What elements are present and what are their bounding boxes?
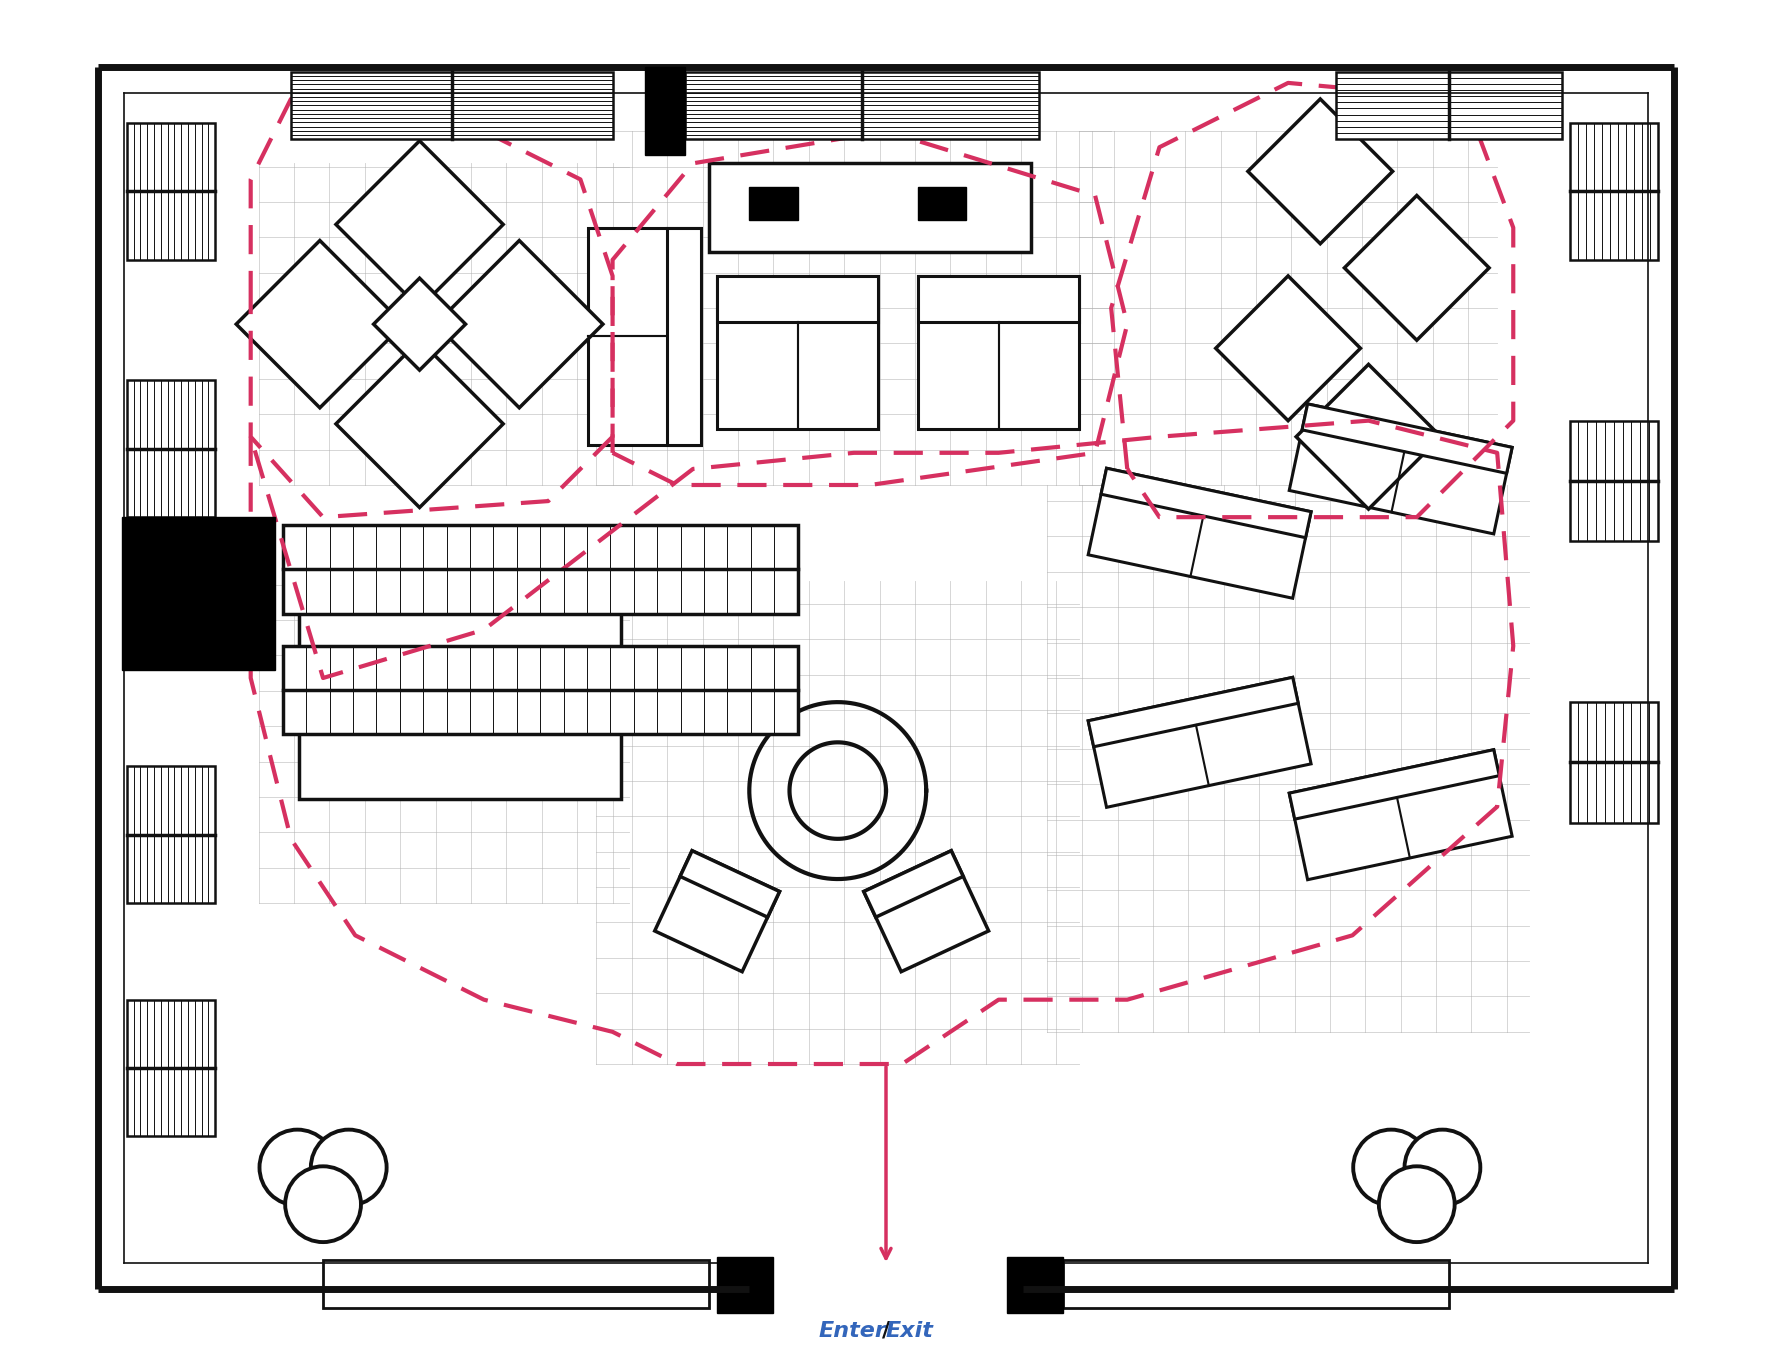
Polygon shape — [680, 850, 780, 917]
Bar — [645, 66, 686, 156]
Circle shape — [310, 1130, 386, 1205]
Bar — [284, 525, 797, 614]
Bar — [668, 228, 702, 445]
Bar — [709, 163, 1031, 252]
Polygon shape — [1290, 404, 1512, 534]
Polygon shape — [1088, 678, 1299, 747]
Bar — [299, 582, 620, 654]
Circle shape — [1379, 1166, 1455, 1242]
Polygon shape — [1088, 678, 1311, 807]
Bar — [323, 1260, 709, 1309]
Polygon shape — [1100, 468, 1311, 538]
Bar — [284, 645, 797, 735]
Polygon shape — [1295, 365, 1441, 508]
Polygon shape — [1290, 750, 1512, 880]
Bar — [588, 228, 702, 445]
Bar — [128, 766, 216, 903]
Text: /: / — [882, 1321, 890, 1341]
Bar — [128, 999, 216, 1136]
Bar — [128, 381, 216, 517]
Polygon shape — [236, 240, 404, 408]
Circle shape — [1405, 1130, 1480, 1205]
Polygon shape — [1345, 195, 1488, 340]
Bar — [1336, 72, 1561, 140]
Bar — [750, 187, 797, 220]
Bar — [718, 275, 877, 321]
Polygon shape — [654, 850, 780, 972]
Polygon shape — [374, 278, 466, 370]
Circle shape — [259, 1130, 335, 1205]
Circle shape — [1354, 1130, 1428, 1205]
Polygon shape — [1216, 275, 1361, 420]
Polygon shape — [863, 850, 989, 972]
Bar — [718, 275, 877, 428]
Bar — [718, 1257, 773, 1314]
Bar — [918, 187, 966, 220]
Bar — [1006, 1257, 1063, 1314]
Polygon shape — [337, 340, 503, 507]
Circle shape — [285, 1166, 361, 1242]
Bar — [918, 275, 1079, 321]
Polygon shape — [863, 850, 964, 917]
Bar — [128, 123, 216, 260]
Bar — [686, 72, 1038, 140]
Polygon shape — [1302, 404, 1512, 473]
Polygon shape — [436, 240, 602, 408]
Bar — [1570, 702, 1659, 823]
Bar — [1570, 123, 1659, 260]
Polygon shape — [337, 141, 503, 308]
Bar — [299, 727, 620, 799]
Bar — [122, 517, 275, 670]
Text: Exit: Exit — [886, 1321, 934, 1341]
Bar — [291, 72, 613, 140]
Polygon shape — [1290, 750, 1499, 819]
Bar — [1570, 420, 1659, 541]
Polygon shape — [1088, 468, 1311, 598]
Bar — [1063, 1260, 1449, 1309]
Text: Enter: Enter — [819, 1321, 886, 1341]
Polygon shape — [1247, 99, 1393, 244]
Bar — [918, 275, 1079, 428]
